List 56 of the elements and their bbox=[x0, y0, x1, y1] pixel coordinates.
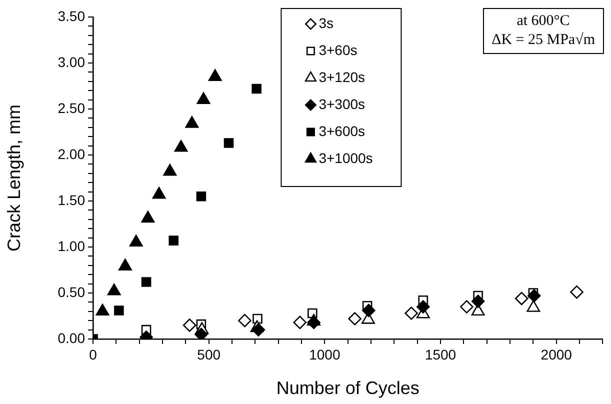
y-tick-label: 2.50 bbox=[58, 100, 86, 116]
point bbox=[185, 116, 199, 128]
x-tick-label: 500 bbox=[197, 346, 221, 362]
y-tick-label: 3.50 bbox=[58, 8, 86, 24]
point bbox=[163, 164, 177, 176]
point bbox=[182, 318, 196, 332]
y-tick-label: 0.00 bbox=[58, 330, 86, 346]
x-tick-label: 2000 bbox=[540, 346, 572, 362]
point bbox=[141, 277, 152, 287]
x-tick-label: 0 bbox=[89, 346, 98, 362]
point bbox=[196, 192, 206, 202]
point bbox=[362, 304, 376, 318]
point bbox=[526, 300, 540, 312]
x-tick-label: 1000 bbox=[309, 346, 340, 362]
point bbox=[96, 304, 110, 316]
x-axis-title: Number of Cycles bbox=[276, 378, 420, 398]
legend-label: 3+1000s bbox=[318, 150, 373, 166]
point bbox=[527, 289, 541, 302]
y-axis-title: Crack Length, mm bbox=[4, 104, 24, 252]
y-tick-label: 2.00 bbox=[58, 146, 86, 162]
y-tick-label: 3.00 bbox=[58, 54, 86, 70]
annotation: ΔK = 25 MPa√m bbox=[492, 31, 595, 50]
point bbox=[107, 284, 121, 296]
point bbox=[252, 314, 262, 324]
legend-label: 3s bbox=[318, 14, 334, 31]
annotation: at 600°C bbox=[516, 12, 571, 31]
point bbox=[404, 306, 418, 320]
point bbox=[152, 186, 166, 199]
point bbox=[252, 323, 266, 336]
legend-label: 3+60s bbox=[318, 42, 358, 58]
point bbox=[194, 328, 208, 339]
point bbox=[570, 285, 584, 299]
point bbox=[471, 294, 485, 308]
y-tick-label: 0.50 bbox=[58, 284, 86, 300]
y-tick-label: 1.50 bbox=[58, 192, 86, 208]
point bbox=[174, 140, 188, 152]
point bbox=[238, 314, 252, 328]
point bbox=[118, 258, 132, 270]
legend-label: 3+600s bbox=[318, 122, 366, 139]
point bbox=[514, 292, 528, 306]
point bbox=[114, 306, 124, 316]
y-tick-label: 1.00 bbox=[58, 238, 86, 254]
point bbox=[196, 92, 210, 104]
point bbox=[224, 138, 234, 148]
point bbox=[307, 316, 320, 330]
legend-label: 3+300s bbox=[318, 96, 366, 112]
point bbox=[416, 300, 430, 314]
point bbox=[129, 234, 143, 247]
point bbox=[208, 69, 222, 81]
point bbox=[141, 210, 155, 223]
x-tick-label: 1500 bbox=[424, 346, 456, 362]
point bbox=[168, 236, 179, 246]
point bbox=[293, 316, 307, 330]
legend-label: 3+120s bbox=[318, 68, 366, 85]
point bbox=[348, 312, 362, 326]
point bbox=[460, 300, 474, 314]
